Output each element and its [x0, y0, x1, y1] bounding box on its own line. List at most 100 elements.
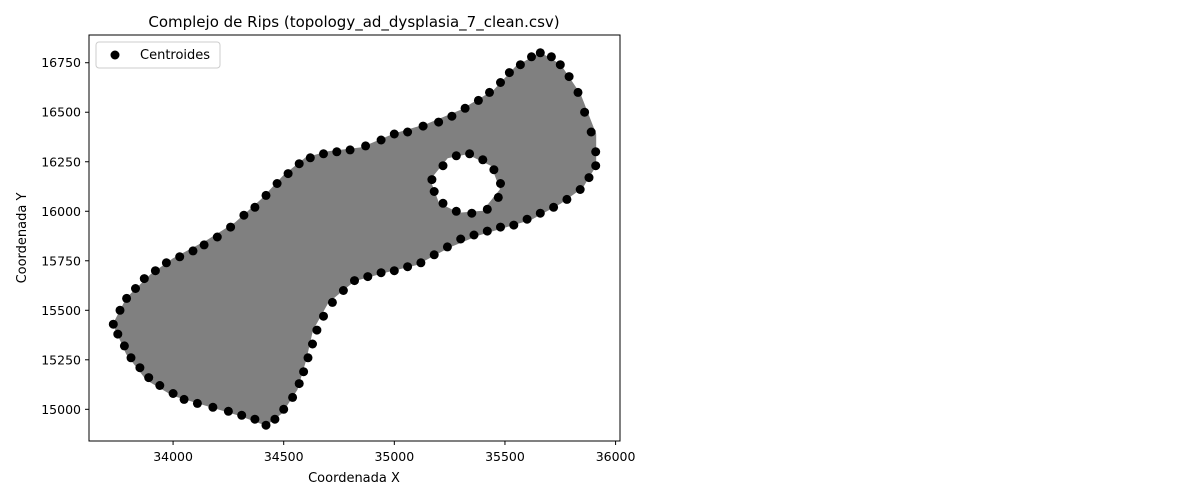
centroid-point — [250, 414, 260, 424]
centroid-point — [188, 246, 198, 256]
centroid-point — [562, 194, 572, 204]
centroid-point — [319, 149, 328, 159]
y-tick-label: 15000 — [41, 402, 81, 417]
y-tick-label: 16500 — [41, 105, 81, 120]
x-tick-label: 36000 — [596, 449, 636, 464]
centroid-point — [482, 226, 492, 236]
centroid-point — [327, 297, 337, 307]
centroid-point — [226, 222, 236, 232]
y-tick-label: 15500 — [41, 303, 81, 318]
y-axis-label: Coordenada Y — [15, 193, 30, 284]
plot-area — [108, 48, 601, 430]
centroid-point — [192, 398, 202, 408]
centroid-point — [376, 268, 386, 278]
centroid-point — [338, 286, 348, 295]
y-tick-label: 16000 — [41, 204, 81, 219]
centroid-point — [175, 252, 185, 262]
centroid-point — [223, 406, 233, 416]
centroid-point — [299, 367, 309, 377]
centroid-point — [212, 232, 222, 242]
centroid-point — [482, 204, 492, 214]
centroid-point — [303, 353, 313, 363]
x-axis-ticks: 34000 34500 35000 35500 36000 — [153, 441, 636, 464]
centroid-point — [535, 48, 545, 58]
centroid-point — [179, 394, 189, 404]
centroid-point — [312, 325, 322, 335]
centroid-point — [456, 234, 466, 244]
centroid-point — [584, 173, 594, 183]
centroid-point — [489, 165, 499, 175]
centroid-point — [237, 410, 247, 420]
centroid-point — [591, 147, 601, 157]
centroid-point — [509, 220, 519, 230]
x-tick-label: 34000 — [153, 449, 193, 464]
centroid-point — [485, 87, 494, 97]
chart-title: Complejo de Rips (topology_ad_dysplasia_… — [148, 13, 559, 32]
legend-frame — [95, 41, 221, 69]
x-axis-label: Coordenada X — [308, 471, 400, 486]
centroid-point — [144, 373, 154, 383]
y-tick-label: 15250 — [41, 352, 81, 367]
centroid-point — [308, 339, 317, 349]
centroid-point — [261, 190, 271, 200]
centroid-point — [527, 52, 536, 62]
x-tick-label: 34500 — [264, 449, 304, 464]
centroid-point — [119, 341, 129, 351]
centroid-point — [403, 127, 413, 137]
centroid-point — [294, 159, 304, 169]
centroid-point — [288, 392, 298, 402]
centroid-point — [199, 240, 209, 250]
centroid-point — [350, 276, 359, 286]
centroid-point — [564, 72, 574, 82]
y-tick-label: 16750 — [41, 55, 81, 70]
centroid-point — [429, 187, 439, 196]
centroid-point — [496, 179, 505, 188]
centroid-point — [135, 363, 145, 373]
centroid-point — [575, 185, 585, 194]
centroid-point — [155, 381, 165, 390]
centroid-point — [418, 121, 428, 131]
centroid-point — [126, 353, 136, 363]
centroid-point — [161, 258, 171, 268]
centroid-point — [473, 95, 483, 105]
centroid-point — [345, 145, 355, 155]
centroid-point — [447, 111, 457, 121]
y-tick-label: 16250 — [41, 154, 81, 169]
centroid-point — [504, 68, 514, 78]
y-tick-label: 15750 — [41, 253, 81, 268]
centroid-point — [478, 155, 488, 165]
centroid-point — [272, 179, 282, 188]
centroid-point — [496, 78, 505, 87]
centroid-point — [279, 404, 289, 414]
plot-frame — [88, 34, 621, 442]
centroid-point — [438, 198, 448, 208]
centroid-point — [283, 169, 293, 179]
centroid-point — [427, 175, 437, 185]
centroid-point — [270, 414, 280, 424]
centroid-point — [294, 379, 304, 389]
centroid-point — [535, 208, 545, 218]
centroid-point — [429, 250, 439, 260]
centroid-point — [549, 202, 559, 212]
centroid-point — [555, 60, 565, 70]
centroid-point — [403, 262, 413, 272]
centroid-point — [467, 208, 477, 218]
centroid-point — [113, 329, 123, 339]
centroid-point — [522, 214, 532, 224]
centroid-point — [139, 274, 149, 284]
centroid-point — [150, 266, 160, 276]
centroid-point — [416, 258, 426, 268]
centroid-point — [460, 103, 470, 113]
centroid-point — [115, 305, 125, 315]
centroid-point — [363, 272, 373, 282]
centroid-point — [208, 402, 218, 412]
centroid-point — [389, 266, 399, 276]
centroid-point — [591, 161, 601, 171]
centroid-point — [586, 127, 596, 137]
centroid-point — [332, 147, 342, 157]
centroid-point — [122, 293, 132, 303]
x-tick-label: 35500 — [485, 449, 525, 464]
centroid-point — [573, 87, 583, 97]
centroid-point — [261, 420, 271, 430]
legend-label-centroides: Centroides — [140, 48, 210, 63]
